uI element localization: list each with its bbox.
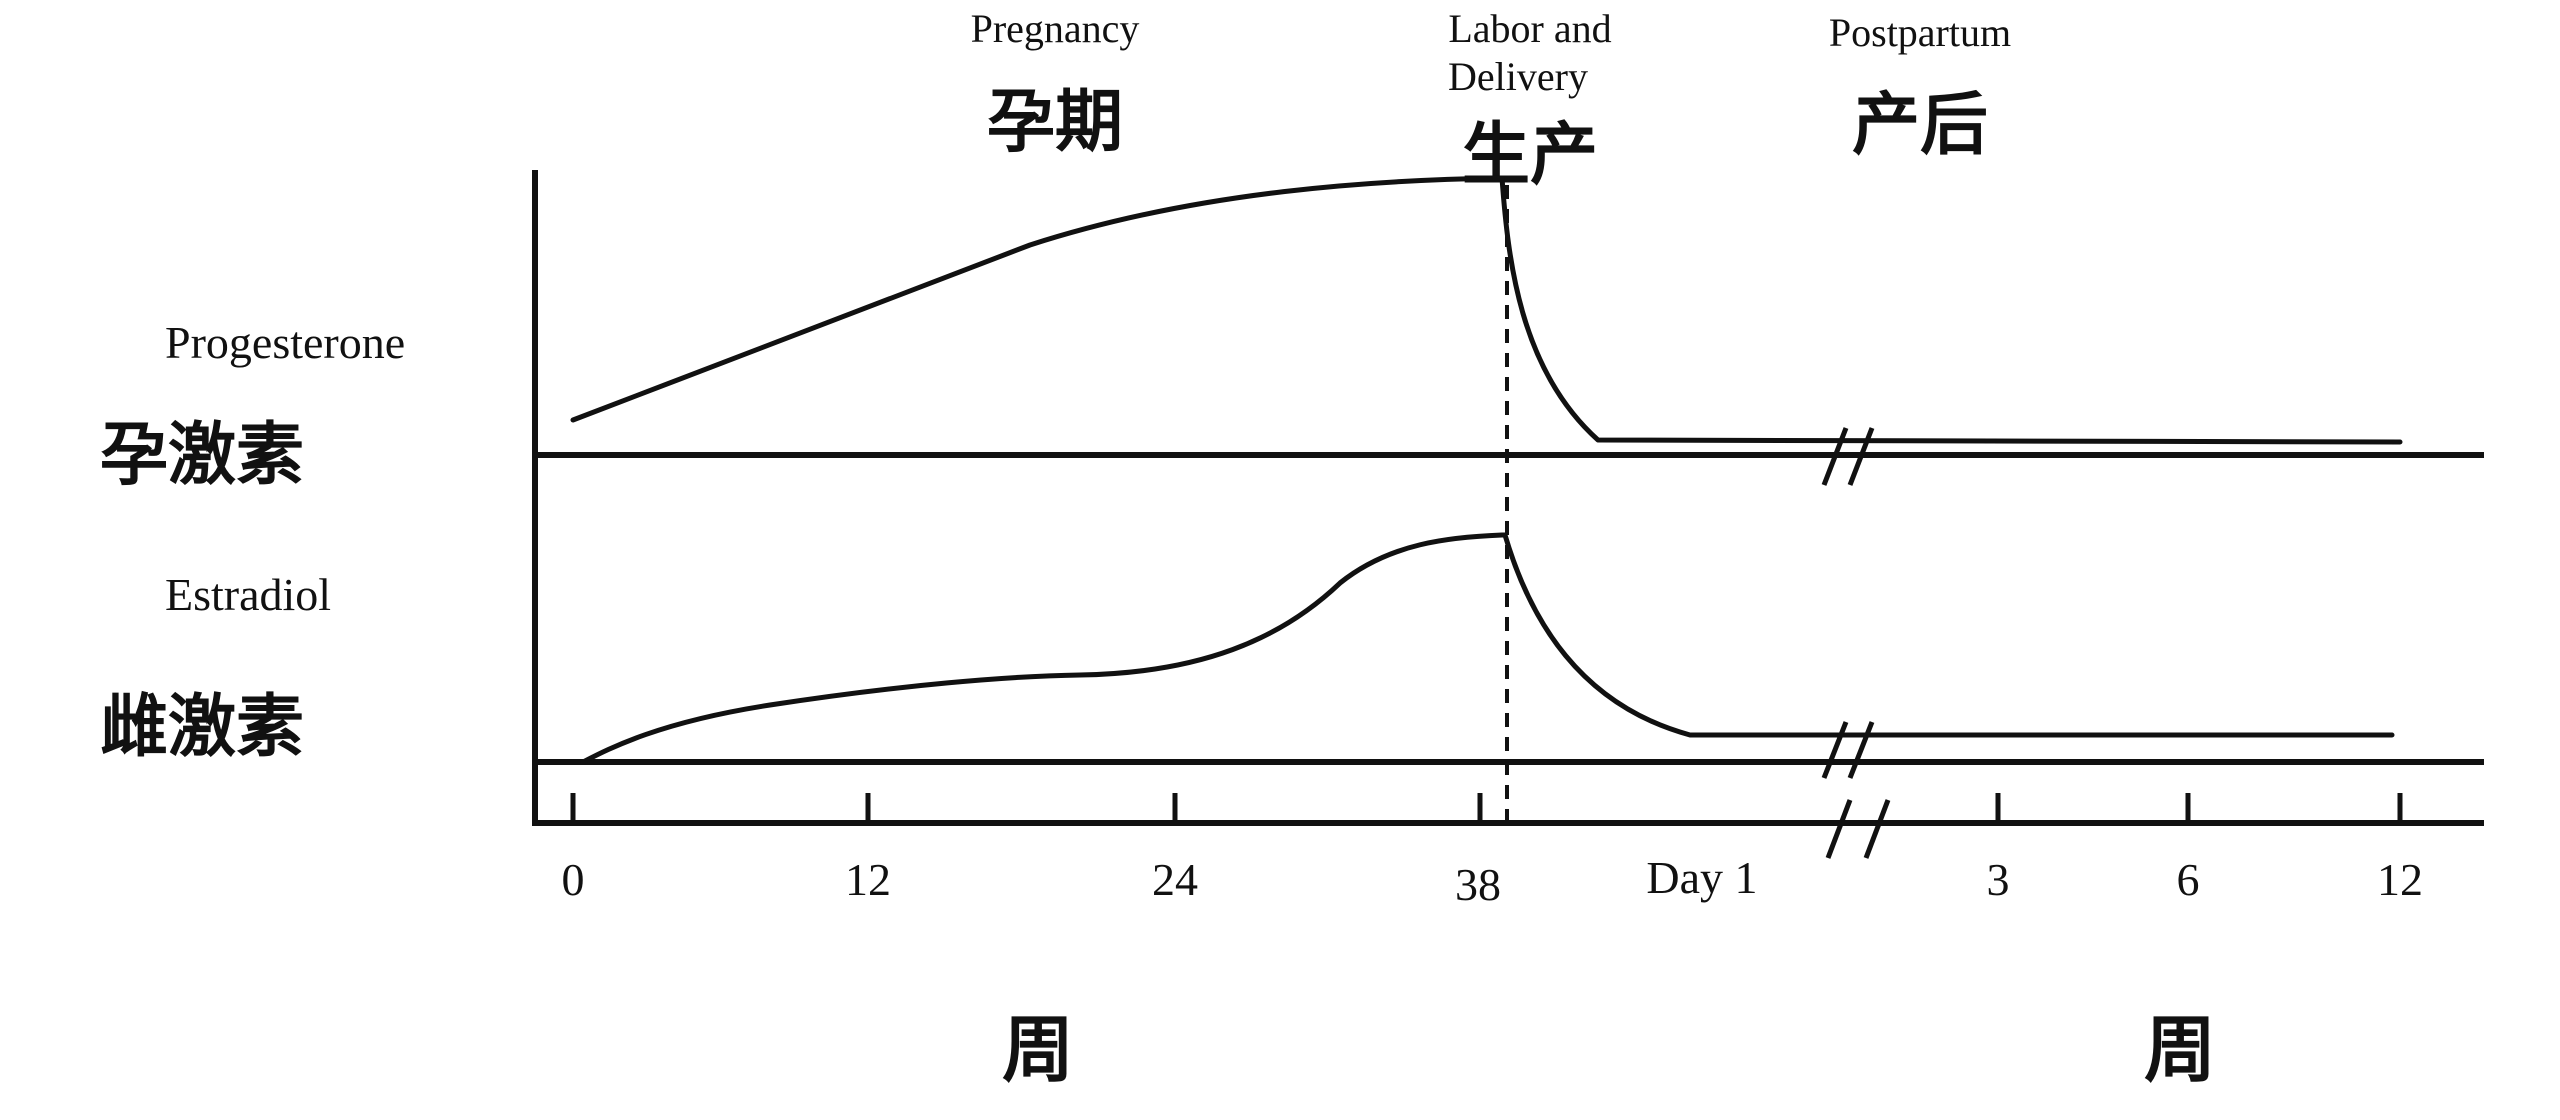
phase-pregnancy-label: Pregnancy <box>971 6 1140 51</box>
progesterone-label: Progesterone <box>165 317 405 368</box>
axis-break-estradiol <box>1821 721 1875 779</box>
x-tick-label: 3 <box>1987 854 2010 905</box>
x-tick-label: 12 <box>845 854 891 905</box>
phase-labor-label-line1: Labor and <box>1448 6 1611 51</box>
phase-postpartum-label-cn: 产后 <box>1852 86 1988 165</box>
estradiol-label-cn: 雌激素 <box>100 688 304 767</box>
axis-break-progesterone <box>1821 427 1875 486</box>
x-tick-label: 12 <box>2377 854 2423 905</box>
x-tick-label: Day 1 <box>1646 852 1757 903</box>
x-unit-right-cn: 周 <box>2144 1008 2216 1092</box>
phase-labor-label-cn: 生产 <box>1462 116 1598 195</box>
phase-postpartum-label: Postpartum <box>1829 10 2011 55</box>
phase-labor-label-line2: Delivery <box>1448 54 1588 99</box>
x-tick-label: 6 <box>2177 854 2200 905</box>
progesterone-curve <box>570 175 2403 445</box>
progesterone-label-cn: 孕激素 <box>100 416 304 495</box>
x-tick-label: 0 <box>562 854 585 905</box>
x-ticks <box>570 793 2403 823</box>
x-tick-label: 38 <box>1455 859 1501 910</box>
axis-break-x <box>1825 799 1891 859</box>
estradiol-curve <box>580 532 2395 765</box>
x-tick-label: 24 <box>1152 854 1198 905</box>
x-unit-left-cn: 周 <box>1002 1008 1074 1092</box>
estradiol-label: Estradiol <box>165 569 331 620</box>
phase-pregnancy-label-cn: 孕期 <box>987 83 1123 162</box>
